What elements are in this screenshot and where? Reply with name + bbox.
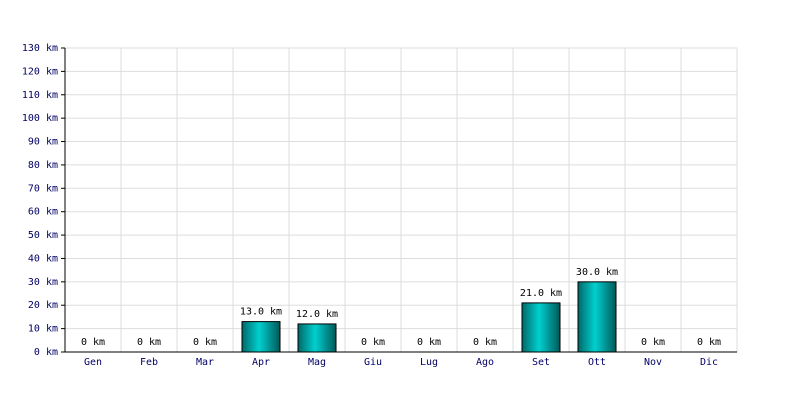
y-tick-label: 120 km	[22, 66, 58, 77]
y-tick-label: 10 km	[28, 324, 58, 335]
value-label: 0 km	[641, 337, 665, 348]
y-tick-label: 130 km	[22, 43, 58, 54]
x-tick-label: Apr	[252, 357, 270, 368]
value-label: 0 km	[697, 337, 721, 348]
value-label: 0 km	[417, 337, 441, 348]
x-tick-label: Ago	[476, 357, 494, 368]
y-tick-label: 30 km	[28, 277, 58, 288]
value-label: 0 km	[473, 337, 497, 348]
value-label: 12.0 km	[296, 309, 338, 320]
x-tick-label: Lug	[420, 357, 438, 368]
x-tick-label: Gen	[84, 357, 102, 368]
value-label: 0 km	[137, 337, 161, 348]
x-tick-label: Mag	[308, 357, 326, 368]
value-label: 0 km	[81, 337, 105, 348]
bar	[297, 323, 337, 353]
bar	[241, 321, 281, 353]
y-tick-label: 40 km	[28, 253, 58, 264]
bar	[521, 302, 561, 353]
x-tick-label: Ott	[588, 357, 606, 368]
y-tick-label: 20 km	[28, 300, 58, 311]
x-tick-label: Mar	[196, 357, 214, 368]
value-label: 21.0 km	[520, 288, 562, 299]
y-tick-label: 70 km	[28, 183, 58, 194]
value-label: 0 km	[361, 337, 385, 348]
y-tick-label: 0 km	[34, 347, 58, 358]
x-tick-label: Feb	[140, 357, 158, 368]
value-label: 30.0 km	[576, 267, 618, 278]
y-tick-label: 90 km	[28, 137, 58, 148]
y-tick-label: 80 km	[28, 160, 58, 171]
value-label: 0 km	[193, 337, 217, 348]
x-tick-label: Dic	[700, 357, 718, 368]
x-tick-label: Giu	[364, 357, 382, 368]
y-tick-label: 60 km	[28, 207, 58, 218]
bar	[577, 281, 617, 353]
y-tick-label: 50 km	[28, 230, 58, 241]
y-tick-label: 110 km	[22, 90, 58, 101]
x-tick-label: Nov	[644, 357, 662, 368]
value-label: 13.0 km	[240, 307, 282, 318]
y-tick-label: 100 km	[22, 113, 58, 124]
x-tick-label: Set	[532, 357, 550, 368]
